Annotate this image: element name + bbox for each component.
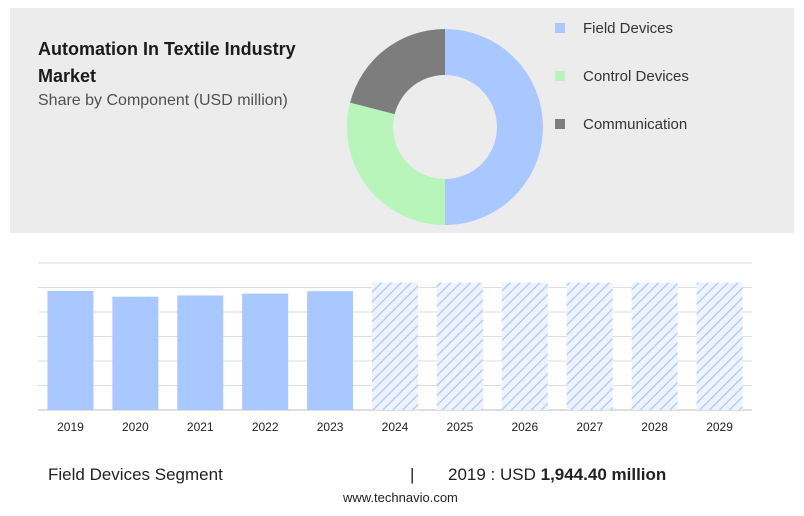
bar-2023 — [307, 291, 354, 410]
chart-title: Automation In Textile Industry Market — [38, 39, 296, 86]
donut-slice-control-devices — [347, 102, 445, 225]
footer-segment-label: Field Devices Segment — [48, 465, 223, 484]
donut-slice-field-devices — [445, 29, 543, 225]
x-tick-label: 2022 — [252, 420, 279, 434]
bar-2021 — [177, 295, 224, 410]
legend-swatch-control-devices — [555, 71, 565, 81]
bar-2025 — [436, 282, 483, 410]
donut-chart — [347, 29, 543, 225]
source-link[interactable]: www.technavio.com — [343, 490, 458, 505]
legend-item-control-devices: Control Devices — [555, 66, 689, 86]
donut-slice-communication — [350, 29, 445, 115]
x-tick-label: 2026 — [511, 420, 538, 434]
bar-2020 — [112, 296, 159, 410]
legend-swatch-field-devices — [555, 23, 565, 33]
bar-2019 — [47, 290, 94, 410]
legend-item-field-devices: Field Devices — [555, 18, 673, 38]
bar-2026 — [501, 282, 548, 410]
bar-chart: 2019 2020 2021 2022 2023 2024 2025 2026 2027 2028… — [38, 262, 752, 434]
x-tick-label: 2019 — [57, 420, 84, 434]
legend-item-communication: Communication — [555, 114, 687, 134]
x-tick-label: 2027 — [576, 420, 603, 434]
footer-value: 2019 : USD 1,944.40 million — [448, 465, 666, 485]
x-tick-label: 2021 — [187, 420, 214, 434]
legend-label-control-devices: Control Devices — [583, 67, 689, 85]
x-tick-label: 2028 — [641, 420, 668, 434]
legend-label-communication: Communication — [583, 115, 688, 133]
bar-2029 — [696, 282, 743, 410]
bar-2022 — [242, 293, 289, 410]
x-tick-label: 2025 — [447, 420, 474, 434]
footer-year-prefix: 2019 : USD — [448, 465, 536, 484]
footer-amount: 1,944.40 million — [540, 465, 667, 484]
x-tick-label: 2029 — [706, 420, 733, 434]
x-tick-label: 2024 — [382, 420, 409, 434]
bar-2028 — [631, 282, 678, 410]
bar-2027 — [566, 282, 613, 410]
legend-swatch-communication — [555, 119, 565, 129]
footer-divider: | — [410, 465, 415, 484]
bar-2024 — [372, 282, 418, 410]
x-tick-label: 2020 — [122, 420, 149, 434]
legend-label-field-devices: Field Devices — [583, 19, 674, 37]
chart-subtitle: Share by Component (USD million) — [38, 92, 288, 109]
x-tick-label: 2023 — [317, 420, 344, 434]
